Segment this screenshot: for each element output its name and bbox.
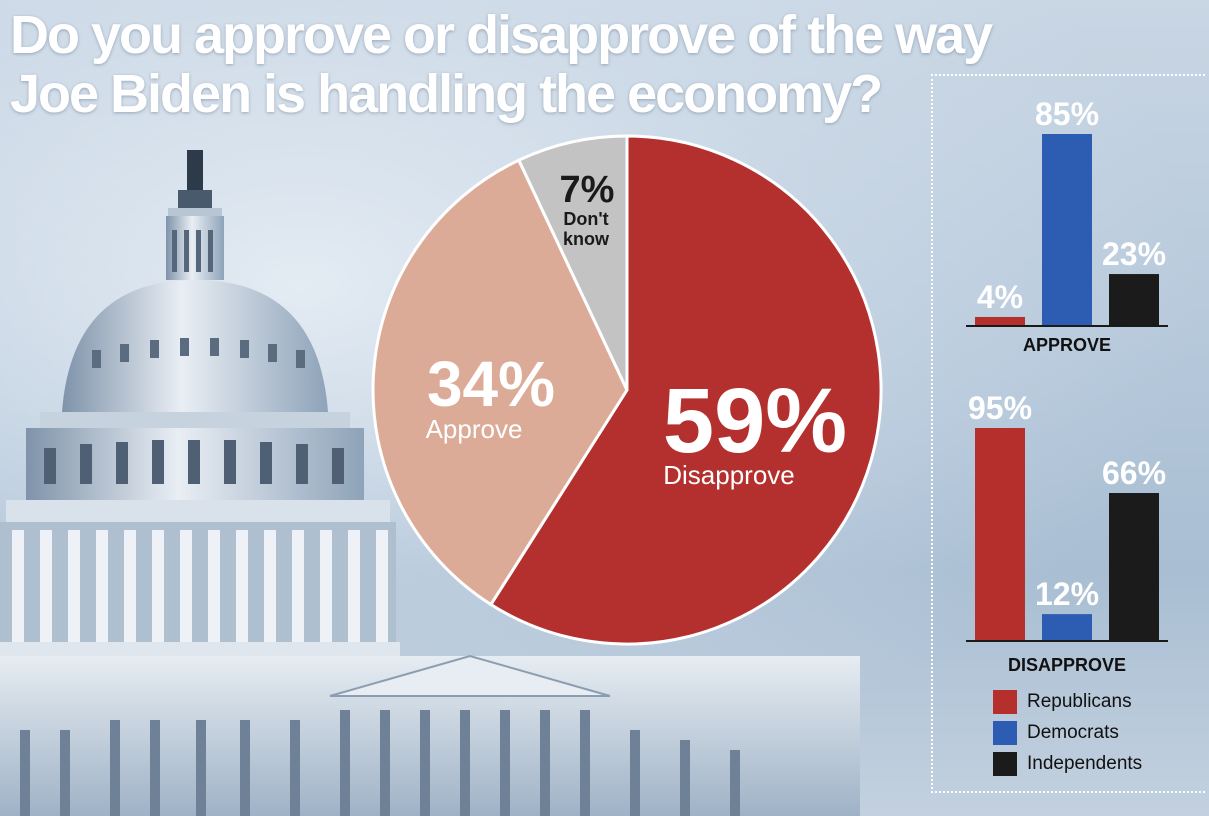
approve-value-label-democrats: 85% bbox=[1035, 96, 1099, 132]
legend-label-republicans: Republicans bbox=[1027, 690, 1132, 712]
capitol-illustration bbox=[0, 150, 860, 816]
disapprove-bar-chart: 95% 12% 66% DISAPPROVE bbox=[966, 390, 1168, 675]
pie-category-label-approve: Approve bbox=[426, 414, 523, 444]
disapprove-bar-republicans bbox=[975, 428, 1025, 641]
chart-title: Do you approve or disapprove of the way … bbox=[10, 6, 1030, 124]
pie-slice-approve bbox=[371, 158, 629, 607]
legend: Republicans Democrats Independents const… bbox=[993, 686, 1142, 779]
approve-bar-democrats bbox=[1042, 134, 1092, 326]
approve-bar-chart: 4% 85% 23% APPROVE bbox=[966, 96, 1168, 355]
approve-bar-independents bbox=[1109, 274, 1159, 326]
disapprove-axis-label: DISAPPROVE bbox=[1008, 655, 1126, 675]
disapprove-bar-democrats bbox=[1042, 614, 1092, 641]
legend-item-democrats: Democrats bbox=[993, 717, 1142, 748]
legend-label-independents: Independents bbox=[1027, 752, 1143, 774]
pie-slice-don-t-know bbox=[516, 134, 629, 391]
legend-swatch-democrats bbox=[993, 720, 1017, 745]
pie-value-label-approve: 34% bbox=[427, 348, 555, 420]
approve-axis-label: APPROVE bbox=[1023, 335, 1111, 355]
legend-item-independents: Independents bbox=[993, 748, 1142, 779]
title-line-1: Do you approve or disapprove of the way bbox=[10, 5, 993, 65]
approve-value-label-republicans: 4% bbox=[977, 279, 1023, 315]
disapprove-value-label-independents: 66% bbox=[1102, 455, 1166, 491]
approve-value-label-independents: 23% bbox=[1102, 236, 1166, 272]
approve-bar-republicans bbox=[975, 316, 1025, 326]
disapprove-bar-independents bbox=[1109, 493, 1159, 641]
pie-value-label-don-t-know: 7% bbox=[560, 169, 615, 211]
pie-slices bbox=[371, 134, 883, 646]
pie-slice-disapprove bbox=[488, 134, 883, 646]
legend-label-democrats: Democrats bbox=[1027, 721, 1119, 743]
disapprove-value-label-republicans: 95% bbox=[968, 390, 1032, 426]
pie-category-label-don-t-know-2: know bbox=[563, 229, 610, 249]
disapprove-value-label-democrats: 12% bbox=[1035, 576, 1099, 612]
legend-swatch-republicans bbox=[993, 689, 1017, 714]
pie-category-label-disapprove: Disapprove bbox=[663, 460, 795, 490]
pie-category-label-don-t-know-1: Don't bbox=[563, 209, 608, 229]
legend-swatch-independents bbox=[993, 751, 1017, 776]
legend-item-republicans: Republicans bbox=[993, 686, 1142, 717]
title-line-2: Joe Biden is handling the economy? bbox=[10, 64, 883, 124]
pie-value-label-disapprove: 59% bbox=[663, 370, 847, 472]
party-breakdown-panel bbox=[931, 74, 1205, 793]
